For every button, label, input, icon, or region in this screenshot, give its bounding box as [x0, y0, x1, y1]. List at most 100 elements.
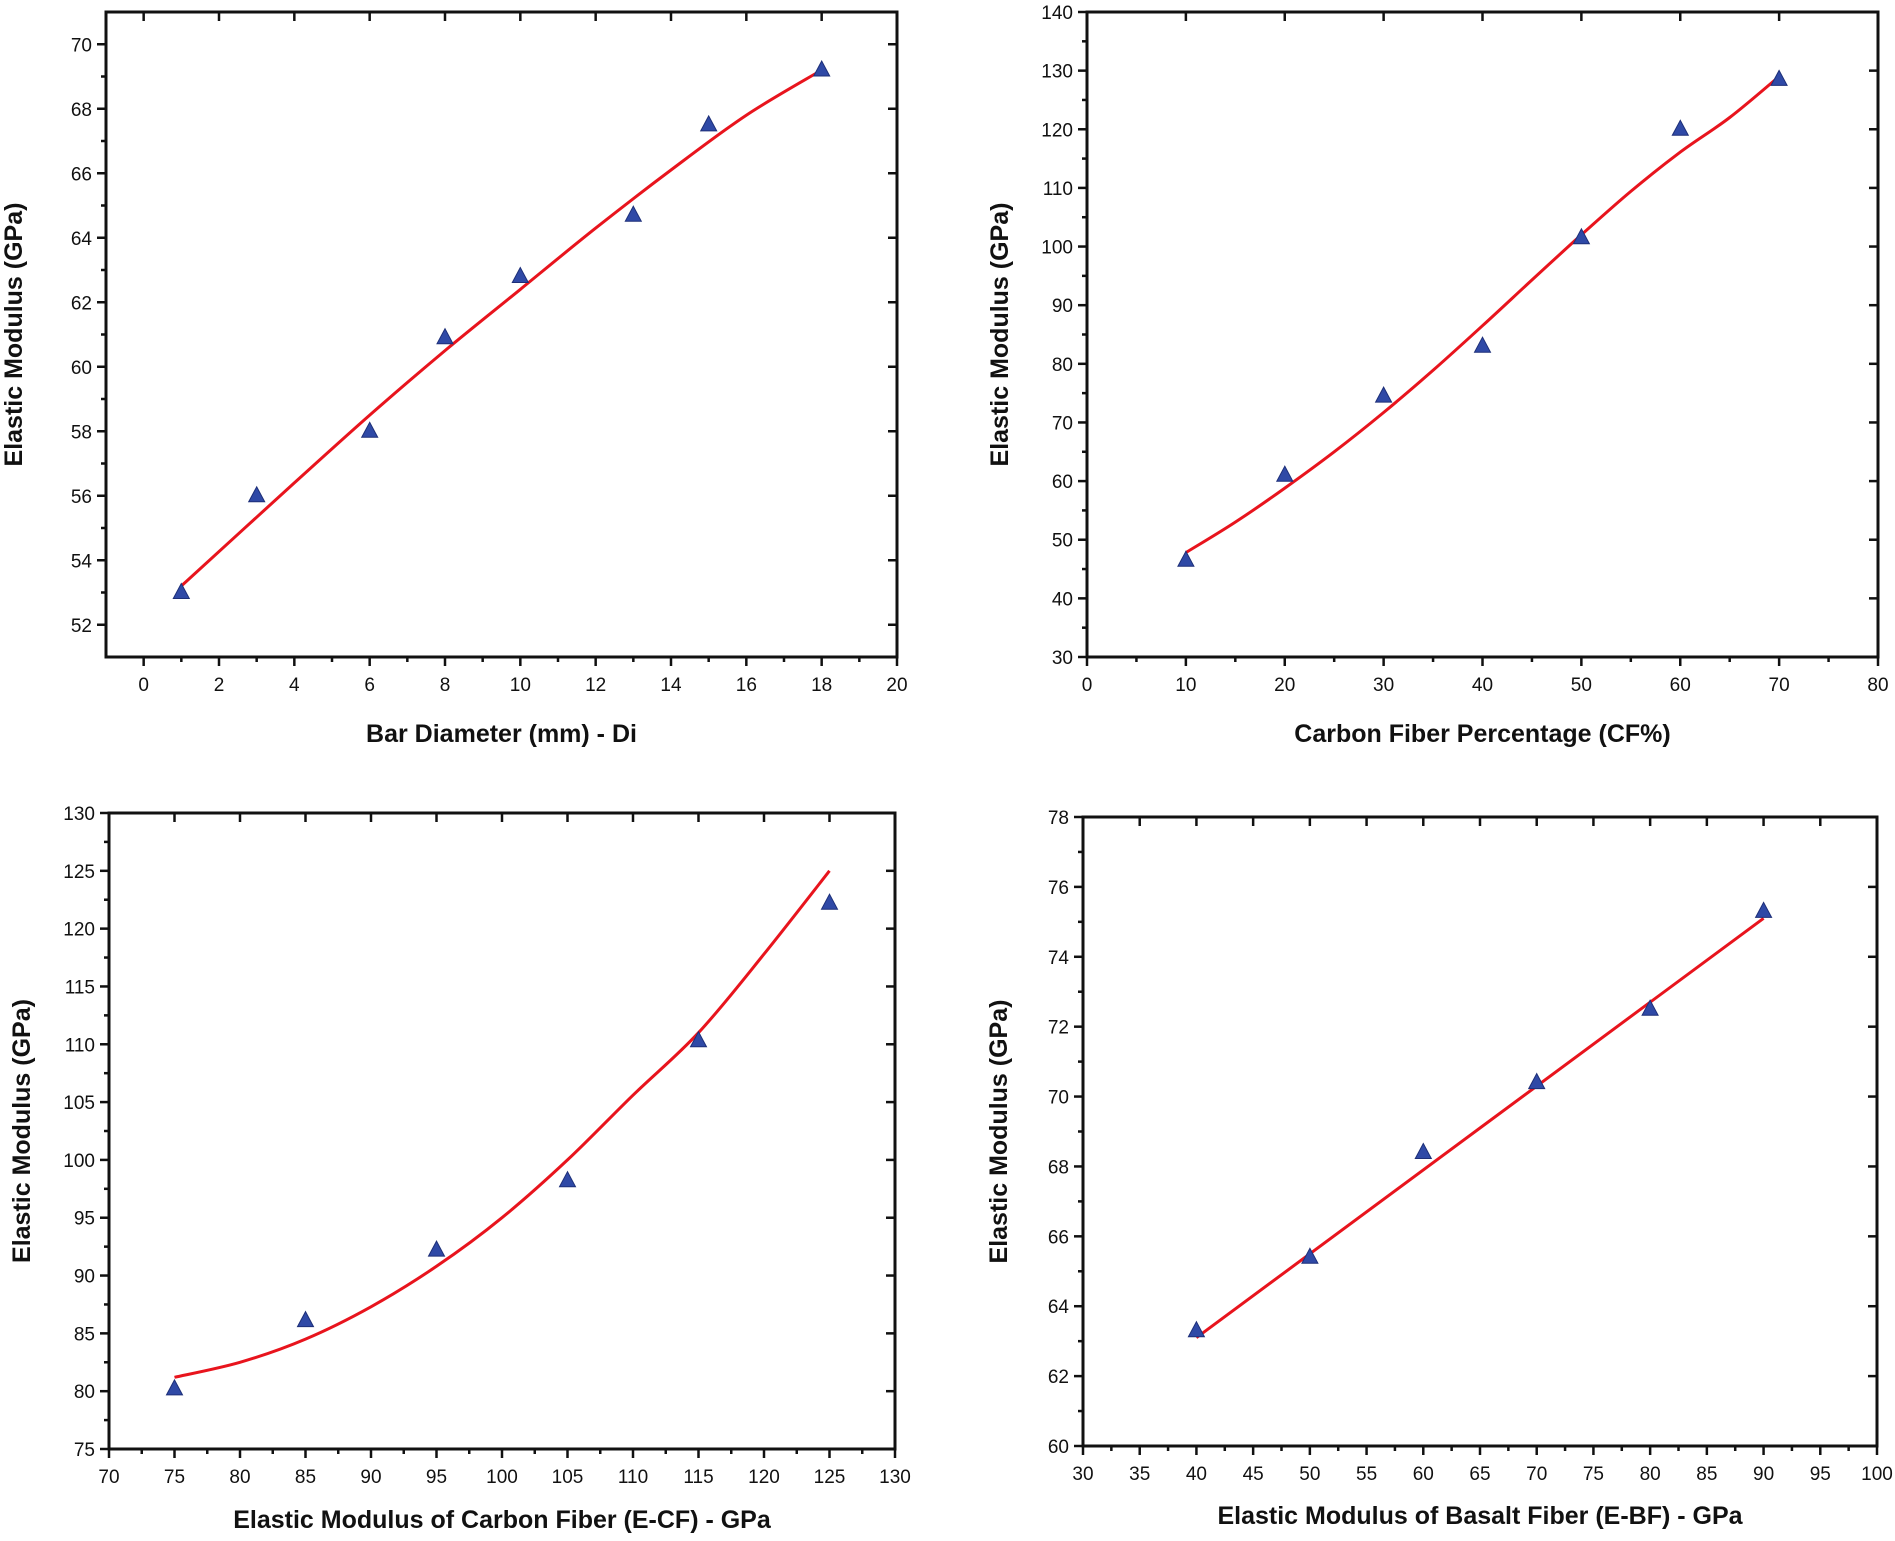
x-tick-label: 6	[364, 675, 375, 696]
x-tick-label: 4	[289, 675, 300, 696]
x-tick-label: 85	[1696, 1464, 1717, 1485]
y-tick-label: 110	[1043, 179, 1073, 200]
x-tick-label: 80	[1640, 1464, 1661, 1485]
data-point	[1527, 1072, 1546, 1090]
x-tick-label: 60	[1670, 675, 1691, 696]
y-tick-label: 120	[1041, 120, 1073, 141]
x-tick-label: 70	[98, 1467, 119, 1488]
y-tick-label: 105	[63, 1093, 95, 1114]
x-tick-label: 70	[1769, 675, 1790, 696]
x-axis-title: Elastic Modulus of Carbon Fiber (E-CF) -…	[233, 1506, 772, 1534]
x-tick-label: 35	[1129, 1464, 1150, 1485]
data-point	[247, 485, 266, 503]
data-point	[1374, 386, 1393, 403]
y-tick-label: 60	[1048, 1437, 1069, 1458]
fit-curve	[180, 68, 823, 588]
y-tick-label: 52	[71, 616, 92, 637]
x-tick-label: 10	[1175, 675, 1196, 696]
x-tick-label: 75	[1583, 1464, 1604, 1485]
y-tick-label: 64	[1048, 1297, 1070, 1318]
data-point	[624, 205, 643, 222]
x-tick-label: 55	[1356, 1464, 1377, 1485]
x-tick-label: 95	[426, 1467, 447, 1488]
x-tick-label: 80	[1867, 675, 1888, 696]
y-tick-label: 60	[1052, 472, 1073, 493]
data-point	[172, 582, 191, 599]
y-tick-label: 72	[1048, 1018, 1069, 1039]
x-tick-label: 45	[1243, 1464, 1264, 1485]
data-point	[360, 421, 379, 438]
y-tick-label: 54	[71, 551, 93, 572]
x-tick-label: 95	[1810, 1464, 1831, 1485]
x-tick-label: 50	[1299, 1464, 1320, 1485]
y-tick-label: 66	[1048, 1227, 1069, 1248]
x-tick-label: 90	[360, 1467, 381, 1488]
data-point	[1754, 901, 1773, 918]
x-tick-label: 110	[618, 1467, 648, 1488]
y-tick-label: 120	[63, 920, 95, 941]
data-point	[820, 893, 839, 910]
data-point	[1177, 550, 1195, 567]
y-tick-label: 74	[1048, 948, 1070, 969]
x-tick-label: 60	[1413, 1464, 1434, 1485]
plot-frame	[1081, 815, 1879, 1448]
y-tick-label: 80	[1052, 355, 1073, 376]
x-tick-label: 85	[295, 1467, 316, 1488]
x-axis-title: Carbon Fiber Percentage (CF%)	[1294, 720, 1670, 748]
y-tick-label: 75	[74, 1440, 95, 1461]
x-tick-label: 18	[811, 675, 832, 696]
data-point	[436, 327, 454, 345]
data-point	[1770, 69, 1788, 86]
y-tick-label: 62	[1048, 1367, 1069, 1388]
x-tick-label: 100	[1861, 1464, 1893, 1485]
x-tick-label: 12	[585, 675, 606, 696]
x-tick-label: 130	[879, 1467, 911, 1488]
data-point	[1572, 227, 1591, 245]
y-tick-label: 68	[71, 100, 92, 121]
fit-curve	[1185, 75, 1781, 554]
panel-a: 0 2 4 6 8 10 12 14 16 18 2052545658606264666870Bar…	[0, 10, 908, 748]
y-axis-title: Elastic Modulus (GPa)	[985, 1000, 1013, 1264]
data-point	[689, 1030, 708, 1048]
y-tick-label: 90	[1052, 296, 1073, 317]
x-tick-label: 120	[748, 1467, 780, 1488]
data-point	[427, 1240, 446, 1257]
x-tick-label: 80	[229, 1467, 250, 1488]
x-tick-label: 65	[1469, 1464, 1490, 1485]
y-tick-label: 110	[65, 1035, 95, 1056]
data-point	[558, 1170, 577, 1188]
y-tick-label: 70	[71, 35, 92, 56]
y-axis-title: Elastic Modulus (GPa)	[0, 203, 28, 467]
y-tick-label: 58	[71, 422, 92, 443]
x-tick-label: 0	[1082, 675, 1093, 696]
x-tick-label: 0	[138, 675, 149, 696]
x-axis-title: Elastic Modulus of Basalt Fiber (E-BF) -…	[1217, 1502, 1743, 1530]
y-tick-label: 95	[74, 1209, 95, 1230]
y-tick-label: 70	[1048, 1088, 1069, 1109]
x-tick-label: 20	[1274, 675, 1295, 696]
y-axis-title: Elastic Modulus (GPa)	[8, 999, 36, 1263]
x-tick-label: 125	[814, 1467, 846, 1488]
y-tick-label: 30	[1052, 648, 1073, 669]
y-tick-label: 78	[1048, 808, 1069, 829]
data-point	[1671, 119, 1690, 136]
fit-curve	[1195, 917, 1765, 1339]
x-tick-label: 30	[1373, 675, 1394, 696]
y-tick-label: 56	[71, 487, 92, 508]
x-tick-label: 14	[660, 675, 682, 696]
panel-d: 30 35 40 45 50 55 60 65 70 75 80 85 90 95 100 60 62 64 66 6…	[985, 808, 1893, 1530]
x-tick-label: 105	[552, 1467, 584, 1488]
plot-frame	[107, 811, 897, 1451]
y-tick-label: 70	[1052, 413, 1073, 434]
y-tick-label: 130	[63, 804, 95, 825]
y-tick-label: 125	[63, 862, 95, 883]
data-point	[1187, 1320, 1206, 1338]
y-tick-label: 66	[71, 164, 92, 185]
plot-frame	[1085, 10, 1880, 659]
x-tick-label: 70	[1526, 1464, 1547, 1485]
data-point	[1414, 1142, 1433, 1159]
x-tick-label: 16	[736, 675, 757, 696]
y-tick-label: 100	[63, 1151, 95, 1172]
y-tick-label: 90	[74, 1267, 95, 1288]
